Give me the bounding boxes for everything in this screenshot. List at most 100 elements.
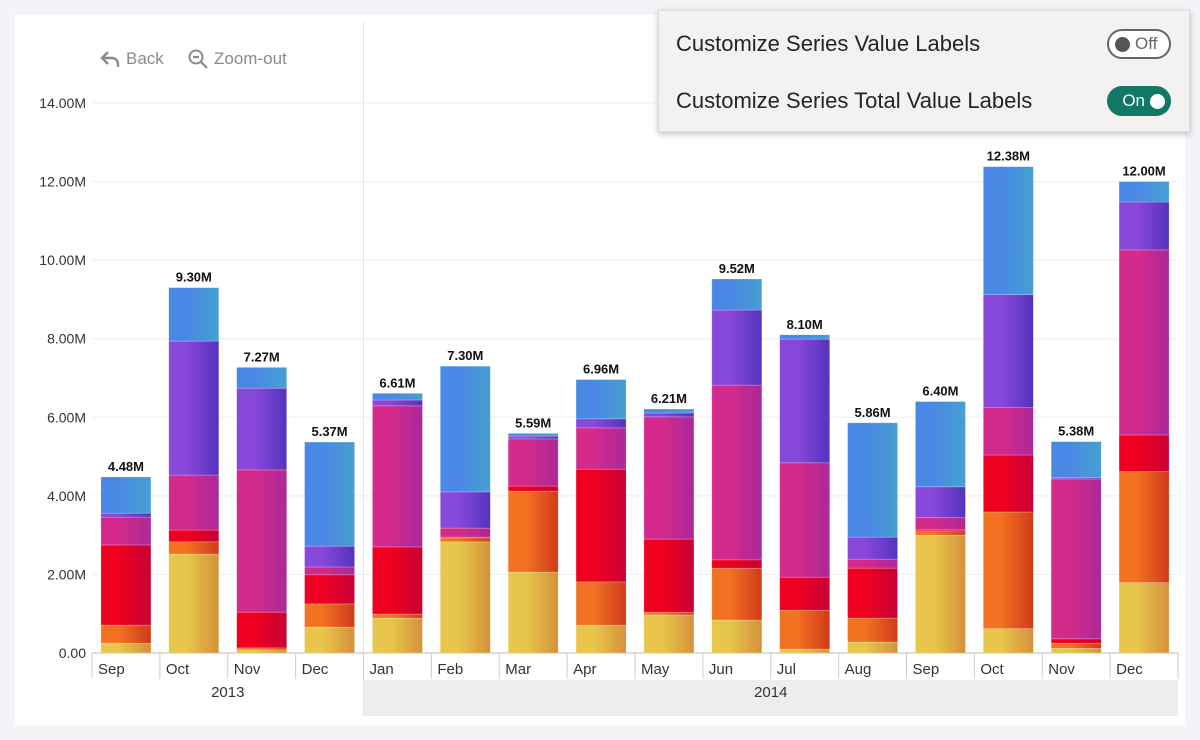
bar-segment <box>575 379 627 420</box>
bar-segment <box>983 454 1034 513</box>
bar-segment <box>304 603 355 628</box>
bar-segment <box>643 538 695 613</box>
bar-segment <box>236 611 287 649</box>
bar-segment <box>372 617 423 654</box>
total-value-label: 6.96M <box>583 362 619 377</box>
total-value-label: 4.48M <box>108 459 144 474</box>
y-tick-label: 6.00M <box>47 409 86 425</box>
stacked-bar-chart: 0.00 2.00M 4.00M 6.00M 8.00M 10.00M 12.00M 14.0… <box>39 22 1179 716</box>
bar-segment <box>711 619 763 654</box>
x-tick-label: Oct <box>980 661 1004 678</box>
x-tick-label: Dec <box>1116 661 1143 678</box>
bar-segment <box>711 278 763 311</box>
back-arrow-icon <box>100 51 120 67</box>
total-value-label: 12.00M <box>1122 164 1165 179</box>
bar-segment <box>100 544 152 626</box>
x-tick-label: Apr <box>573 661 596 678</box>
bar-segment <box>440 541 491 654</box>
bar-segment <box>1118 201 1170 251</box>
bar-segment <box>847 641 898 654</box>
bar-segment <box>440 365 491 493</box>
bar-segment <box>100 476 152 514</box>
y-tick-label: 0.00 <box>59 645 86 661</box>
bar-segment <box>983 166 1034 296</box>
bar-segment <box>643 412 695 418</box>
bar-segment <box>779 334 830 340</box>
back-button[interactable]: Back <box>100 49 164 69</box>
bar-segment <box>779 462 830 578</box>
bar-segment <box>575 581 627 626</box>
series-total-labels-row: Customize Series Total Value Labels On <box>676 81 1171 121</box>
bar-segment <box>779 609 830 650</box>
bar-segment <box>507 490 559 573</box>
bar-segment <box>711 309 763 386</box>
bar-segment <box>915 534 966 654</box>
bar-segment <box>304 545 355 568</box>
bar-segment <box>507 485 559 492</box>
bar-segment <box>304 566 355 576</box>
bar-segment <box>372 546 423 615</box>
bar-segment <box>100 512 152 518</box>
toggle-state: On <box>1122 91 1145 110</box>
y-tick-label: 12.00M <box>39 174 86 190</box>
bar-segment <box>1050 441 1102 479</box>
toggle-knob <box>1150 93 1165 109</box>
total-value-label: 7.27M <box>244 349 280 364</box>
bar-segment <box>100 624 152 644</box>
bar-segment <box>643 614 695 654</box>
bar-segment <box>1118 582 1170 654</box>
bar-segment <box>507 435 559 440</box>
y-tick-label: 14.00M <box>39 95 86 111</box>
series-value-labels-toggle[interactable]: Off <box>1107 29 1171 59</box>
bar-segment <box>168 287 220 342</box>
bar-segment <box>1118 249 1170 436</box>
bar-segment <box>779 338 830 464</box>
bar-segment <box>711 559 763 569</box>
bar-segment <box>1050 638 1102 644</box>
bar-segment <box>1050 647 1102 654</box>
chart-card: 0.00 2.00M 4.00M 6.00M 8.00M 10.00M 12.00M 14.0… <box>15 15 1185 725</box>
toggle-knob <box>1115 36 1130 52</box>
total-value-label: 6.21M <box>651 391 687 406</box>
x-tick-label: Nov <box>234 661 261 678</box>
bar-segment <box>1050 478 1102 640</box>
bar-segment <box>507 571 559 654</box>
bar-segment <box>915 486 966 518</box>
bar-segment <box>236 469 287 613</box>
x-tick-label: Sep <box>98 661 125 678</box>
bar-segment <box>440 537 491 543</box>
total-value-label: 8.10M <box>787 317 823 332</box>
bar-segment <box>440 491 491 529</box>
bar-segment <box>575 418 627 429</box>
bar-segment <box>1050 642 1102 649</box>
bar-segment <box>304 574 355 605</box>
x-tick-label: Jul <box>777 661 796 678</box>
year-label: 2014 <box>754 684 787 701</box>
total-value-label: 12.38M <box>987 149 1030 164</box>
bar-segment <box>915 530 966 536</box>
bar-segment <box>507 433 559 437</box>
bar-segment <box>507 438 559 487</box>
bar-segment <box>847 567 898 619</box>
bar-segment <box>236 367 287 389</box>
y-tick-label: 2.00M <box>47 566 86 582</box>
total-value-label: 5.86M <box>854 405 890 420</box>
bar-segment <box>983 628 1034 654</box>
bar-segment <box>236 387 287 471</box>
zoom-out-label: Zoom-out <box>214 49 287 68</box>
bar-segment <box>372 399 423 407</box>
series-total-labels-label: Customize Series Total Value Labels <box>676 88 1033 113</box>
bar-segment <box>711 384 763 561</box>
bar-segment <box>100 516 152 546</box>
series-total-labels-toggle[interactable]: On <box>1107 86 1171 116</box>
x-tick-label: Dec <box>302 661 329 678</box>
bar-segment <box>915 401 966 488</box>
bar-segment <box>440 527 491 538</box>
bar-segment <box>304 626 355 654</box>
bar-segment <box>847 536 898 560</box>
bar-segment <box>643 416 695 540</box>
zoom-out-button[interactable]: Zoom-out <box>188 49 287 69</box>
bar-segment <box>983 407 1034 456</box>
bar-segment <box>847 558 898 569</box>
bar-segment <box>304 441 355 547</box>
